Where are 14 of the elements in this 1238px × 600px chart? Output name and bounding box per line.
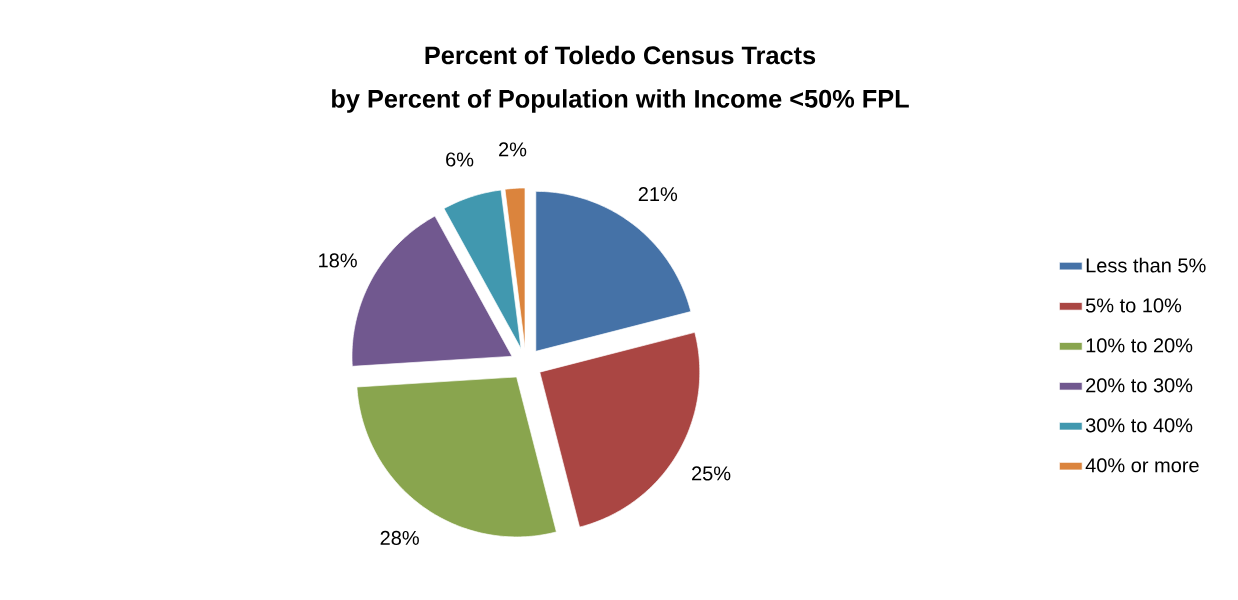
data-label: 2% <box>499 142 527 157</box>
chart-title: Percent of Toledo Census Tracts <box>425 45 816 65</box>
legend-label: 5% to 10% <box>1085 298 1182 313</box>
legend-label: 40% or more <box>1085 458 1199 473</box>
data-label: 28% <box>380 530 419 546</box>
chart-subtitle: by Percent of Population with Income <50% FPL <box>332 89 909 113</box>
legend-label: 20% to 30% <box>1086 378 1193 393</box>
data-label: 6% <box>446 152 474 167</box>
data-label: 21% <box>638 187 678 202</box>
data-label: 25% <box>692 466 731 481</box>
data-label: 18% <box>319 253 357 268</box>
legend-label: 10% to 20% <box>1086 338 1193 353</box>
legend-label: 30% to 40% <box>1085 418 1193 433</box>
legend-label: Less than 5% <box>1086 257 1206 273</box>
